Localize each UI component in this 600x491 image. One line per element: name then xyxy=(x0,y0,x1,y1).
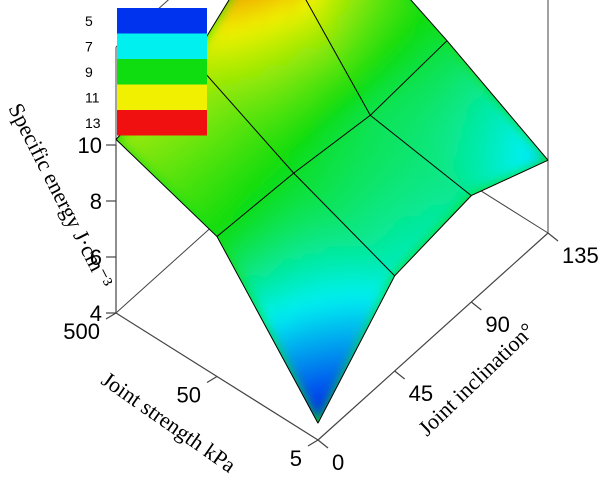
mesh-line xyxy=(317,159,549,424)
x-tick-label: 0 xyxy=(332,450,344,475)
x-tick-label: 90 xyxy=(485,312,509,337)
x-tick-label: 135 xyxy=(562,243,599,268)
surface xyxy=(115,0,549,424)
y-tick-label: 500 xyxy=(63,319,100,344)
y-tick xyxy=(206,375,218,384)
x-axis-line xyxy=(317,232,549,441)
legend-swatch xyxy=(117,84,207,110)
z-tick-label: 10 xyxy=(78,133,102,158)
legend-label: 11 xyxy=(85,90,100,106)
mesh-line xyxy=(192,58,396,277)
color-legend: 5 7 9 11 13 xyxy=(85,8,207,136)
z-tick-label: 6 xyxy=(90,245,102,270)
legend-swatch xyxy=(117,33,207,59)
x-tick xyxy=(547,232,559,242)
x-tick xyxy=(317,439,329,449)
y-tick xyxy=(307,439,319,447)
mesh-line xyxy=(115,139,319,424)
y-tick-label: 50 xyxy=(177,383,201,408)
legend-label: 13 xyxy=(85,115,101,131)
legend-swatch xyxy=(117,8,207,34)
x-tick-label: 45 xyxy=(409,381,433,406)
legend-label: 7 xyxy=(85,39,93,55)
y-tick-label: 5 xyxy=(290,446,302,471)
x-tick xyxy=(470,301,482,311)
x-axis-label: Joint inclination° xyxy=(413,318,539,441)
mesh-line xyxy=(216,40,448,237)
legend-label: 5 xyxy=(85,13,93,29)
x-tick xyxy=(394,370,406,380)
mesh-line xyxy=(410,0,549,161)
z-tick-label: 4 xyxy=(90,301,102,326)
y-tick xyxy=(105,312,117,320)
legend-swatch xyxy=(117,59,207,85)
z-tick-label: 8 xyxy=(90,189,102,214)
y-axis-label: Joint strength kPa xyxy=(97,367,241,478)
legend-label: 9 xyxy=(85,64,93,80)
mesh-line xyxy=(305,0,472,196)
legend-swatch xyxy=(117,110,207,136)
